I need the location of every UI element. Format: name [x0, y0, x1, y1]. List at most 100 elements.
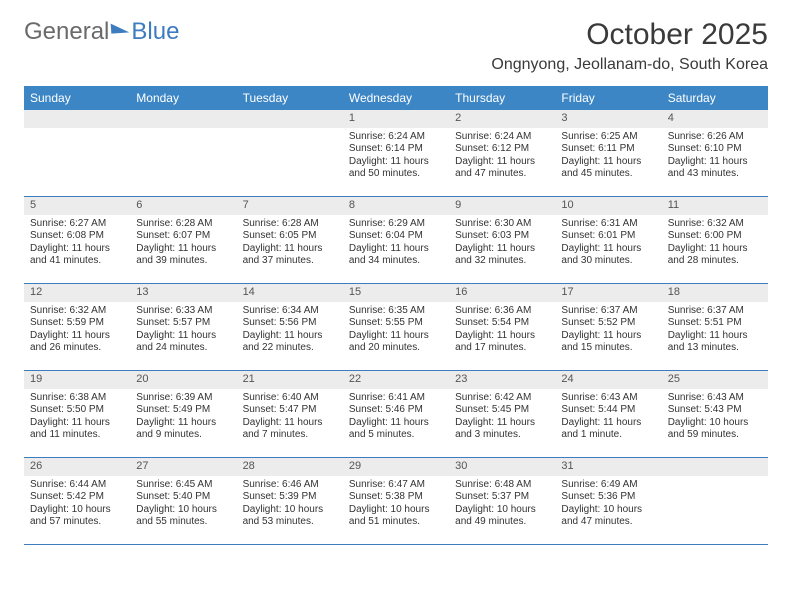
day-sunset: Sunset: 6:08 PM [30, 230, 124, 243]
day-daylight2: and 49 minutes. [455, 516, 549, 529]
day-daylight2: and 47 minutes. [455, 168, 549, 181]
day-sunrise: Sunrise: 6:41 AM [349, 392, 443, 405]
day-body: Sunrise: 6:42 AMSunset: 5:45 PMDaylight:… [449, 389, 555, 446]
day-number: 12 [24, 284, 130, 302]
title-location: Ongnyong, Jeollanam-do, South Korea [491, 56, 768, 74]
day-body [130, 128, 236, 135]
day-sunset: Sunset: 5:47 PM [243, 404, 337, 417]
day-sunrise: Sunrise: 6:37 AM [668, 305, 762, 318]
day-daylight2: and 22 minutes. [243, 342, 337, 355]
day-daylight1: Daylight: 11 hours [30, 243, 124, 256]
day-daylight1: Daylight: 11 hours [668, 156, 762, 169]
day-sunrise: Sunrise: 6:25 AM [561, 131, 655, 144]
week-row: 26Sunrise: 6:44 AMSunset: 5:42 PMDayligh… [24, 458, 768, 545]
day-sunset: Sunset: 5:38 PM [349, 491, 443, 504]
day-body: Sunrise: 6:40 AMSunset: 5:47 PMDaylight:… [237, 389, 343, 446]
day-body: Sunrise: 6:46 AMSunset: 5:39 PMDaylight:… [237, 476, 343, 533]
day-number: 26 [24, 458, 130, 476]
day-sunset: Sunset: 5:44 PM [561, 404, 655, 417]
day-body: Sunrise: 6:36 AMSunset: 5:54 PMDaylight:… [449, 302, 555, 359]
week-row: 5Sunrise: 6:27 AMSunset: 6:08 PMDaylight… [24, 197, 768, 284]
day-daylight1: Daylight: 11 hours [136, 417, 230, 430]
weekday-thursday: Thursday [449, 86, 555, 110]
day-body: Sunrise: 6:24 AMSunset: 6:12 PMDaylight:… [449, 128, 555, 185]
title-block: October 2025 Ongnyong, Jeollanam-do, Sou… [491, 18, 768, 74]
day-body: Sunrise: 6:33 AMSunset: 5:57 PMDaylight:… [130, 302, 236, 359]
day-daylight1: Daylight: 11 hours [668, 243, 762, 256]
weekday-sunday: Sunday [24, 86, 130, 110]
day-body: Sunrise: 6:29 AMSunset: 6:04 PMDaylight:… [343, 215, 449, 272]
day-sunrise: Sunrise: 6:35 AM [349, 305, 443, 318]
day-body: Sunrise: 6:27 AMSunset: 6:08 PMDaylight:… [24, 215, 130, 272]
day-daylight2: and 47 minutes. [561, 516, 655, 529]
day-sunrise: Sunrise: 6:46 AM [243, 479, 337, 492]
day-sunrise: Sunrise: 6:44 AM [30, 479, 124, 492]
day-sunrise: Sunrise: 6:45 AM [136, 479, 230, 492]
day-sunset: Sunset: 6:03 PM [455, 230, 549, 243]
day-cell: 17Sunrise: 6:37 AMSunset: 5:52 PMDayligh… [555, 284, 661, 370]
logo-word1: General [24, 18, 109, 46]
day-sunset: Sunset: 5:56 PM [243, 317, 337, 330]
day-sunrise: Sunrise: 6:36 AM [455, 305, 549, 318]
day-cell: 12Sunrise: 6:32 AMSunset: 5:59 PMDayligh… [24, 284, 130, 370]
day-sunset: Sunset: 6:00 PM [668, 230, 762, 243]
day-sunrise: Sunrise: 6:26 AM [668, 131, 762, 144]
day-body: Sunrise: 6:32 AMSunset: 6:00 PMDaylight:… [662, 215, 768, 272]
day-daylight1: Daylight: 10 hours [30, 504, 124, 517]
day-cell [237, 110, 343, 196]
day-sunrise: Sunrise: 6:32 AM [668, 218, 762, 231]
day-daylight2: and 43 minutes. [668, 168, 762, 181]
day-sunset: Sunset: 6:07 PM [136, 230, 230, 243]
day-daylight1: Daylight: 10 hours [349, 504, 443, 517]
day-sunset: Sunset: 5:45 PM [455, 404, 549, 417]
day-cell [130, 110, 236, 196]
day-number: 25 [662, 371, 768, 389]
day-cell: 24Sunrise: 6:43 AMSunset: 5:44 PMDayligh… [555, 371, 661, 457]
day-daylight2: and 17 minutes. [455, 342, 549, 355]
day-sunrise: Sunrise: 6:24 AM [455, 131, 549, 144]
day-number: 1 [343, 110, 449, 128]
day-sunset: Sunset: 5:52 PM [561, 317, 655, 330]
day-number: 7 [237, 197, 343, 215]
day-sunset: Sunset: 5:46 PM [349, 404, 443, 417]
day-body: Sunrise: 6:43 AMSunset: 5:43 PMDaylight:… [662, 389, 768, 446]
day-cell: 22Sunrise: 6:41 AMSunset: 5:46 PMDayligh… [343, 371, 449, 457]
week-row: 12Sunrise: 6:32 AMSunset: 5:59 PMDayligh… [24, 284, 768, 371]
day-sunset: Sunset: 6:05 PM [243, 230, 337, 243]
day-cell: 8Sunrise: 6:29 AMSunset: 6:04 PMDaylight… [343, 197, 449, 283]
day-cell: 7Sunrise: 6:28 AMSunset: 6:05 PMDaylight… [237, 197, 343, 283]
day-daylight2: and 59 minutes. [668, 429, 762, 442]
day-cell: 16Sunrise: 6:36 AMSunset: 5:54 PMDayligh… [449, 284, 555, 370]
day-daylight1: Daylight: 10 hours [561, 504, 655, 517]
day-daylight1: Daylight: 11 hours [243, 417, 337, 430]
day-daylight2: and 20 minutes. [349, 342, 443, 355]
day-sunrise: Sunrise: 6:28 AM [243, 218, 337, 231]
day-daylight2: and 50 minutes. [349, 168, 443, 181]
day-cell: 25Sunrise: 6:43 AMSunset: 5:43 PMDayligh… [662, 371, 768, 457]
day-daylight1: Daylight: 11 hours [455, 417, 549, 430]
day-daylight1: Daylight: 11 hours [561, 156, 655, 169]
weekday-header-row: SundayMondayTuesdayWednesdayThursdayFrid… [24, 86, 768, 110]
day-sunset: Sunset: 5:54 PM [455, 317, 549, 330]
day-daylight2: and 15 minutes. [561, 342, 655, 355]
day-daylight2: and 7 minutes. [243, 429, 337, 442]
day-body: Sunrise: 6:37 AMSunset: 5:52 PMDaylight:… [555, 302, 661, 359]
day-sunrise: Sunrise: 6:42 AM [455, 392, 549, 405]
day-body: Sunrise: 6:28 AMSunset: 6:05 PMDaylight:… [237, 215, 343, 272]
day-daylight2: and 24 minutes. [136, 342, 230, 355]
logo: General Blue [24, 18, 179, 46]
day-daylight1: Daylight: 11 hours [455, 330, 549, 343]
day-daylight1: Daylight: 10 hours [668, 417, 762, 430]
day-sunrise: Sunrise: 6:39 AM [136, 392, 230, 405]
week-row: 1Sunrise: 6:24 AMSunset: 6:14 PMDaylight… [24, 110, 768, 197]
day-daylight1: Daylight: 11 hours [30, 417, 124, 430]
day-cell: 13Sunrise: 6:33 AMSunset: 5:57 PMDayligh… [130, 284, 236, 370]
day-sunset: Sunset: 6:12 PM [455, 143, 549, 156]
day-daylight2: and 5 minutes. [349, 429, 443, 442]
day-daylight2: and 1 minute. [561, 429, 655, 442]
day-number: 21 [237, 371, 343, 389]
day-sunrise: Sunrise: 6:43 AM [561, 392, 655, 405]
day-daylight1: Daylight: 11 hours [349, 330, 443, 343]
day-sunrise: Sunrise: 6:33 AM [136, 305, 230, 318]
day-daylight1: Daylight: 11 hours [349, 243, 443, 256]
